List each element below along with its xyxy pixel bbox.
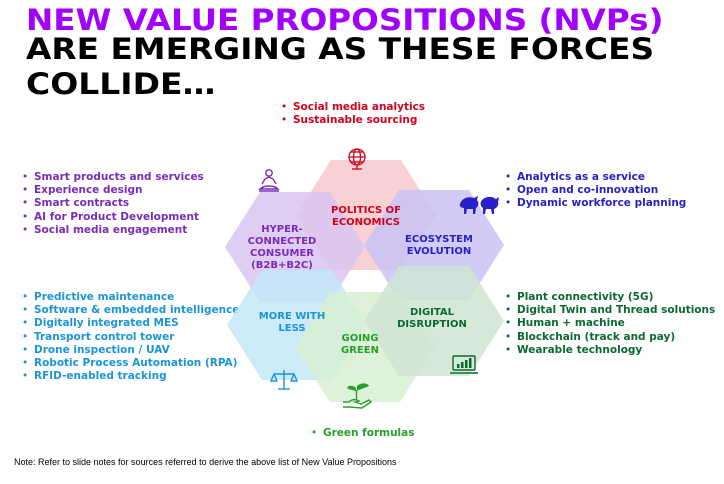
hex-label-ecosystem: ECOSYSTEM EVOLUTION — [396, 234, 482, 258]
meditating-person-icon — [258, 169, 280, 192]
hex-label-line: MORE WITH — [258, 311, 326, 322]
list-item: Experience design — [22, 184, 204, 197]
hex-label-line: GREEN — [341, 345, 379, 356]
hex-label-line: DIGITAL — [409, 307, 455, 318]
list-item: Open and co-innovation — [505, 184, 686, 197]
list-item: Sustainable sourcing — [281, 114, 425, 127]
hex-label-line: CONSUMER — [249, 248, 314, 259]
list-item: Robotic Process Automation (RPA) — [22, 357, 239, 370]
hex-label-line: CONNECTED — [247, 236, 317, 247]
hex-label-line: (B2B+B2C) — [251, 260, 313, 271]
list-item: RFID-enabled tracking — [22, 370, 239, 383]
hex-label-line: GOING — [341, 333, 379, 344]
hex-label-more-with-less: MORE WITH LESS — [252, 311, 332, 335]
hex-label-line: ECOSYSTEM — [405, 234, 473, 245]
going-green-list: Green formulas — [311, 427, 414, 440]
digital-list: Plant connectivity (5G) Digital Twin and… — [505, 291, 715, 357]
list-item: Transport control tower — [22, 331, 239, 344]
list-item: Social media analytics — [281, 101, 425, 114]
footnote: Note: Refer to slide notes for sources r… — [14, 457, 397, 467]
list-item: Digital Twin and Thread solutions — [505, 304, 715, 317]
list-item: Green formulas — [311, 427, 414, 440]
list-item: Social media engagement — [22, 224, 204, 237]
list-item: Smart contracts — [22, 197, 204, 210]
list-item: Predictive maintenance — [22, 291, 239, 304]
scales-icon — [270, 370, 298, 390]
hex-label-line: LESS — [278, 323, 306, 334]
list-item: Dynamic workforce planning — [505, 197, 686, 210]
plant-hand-icon — [343, 383, 373, 409]
hyper-list: Smart products and services Experience d… — [22, 171, 204, 237]
list-item: Software & embedded intelligence — [22, 304, 239, 317]
hex-digital — [364, 266, 504, 376]
globe-icon — [348, 148, 366, 170]
laptop-chart-icon — [450, 355, 478, 374]
hex-label-line: EVOLUTION — [406, 246, 472, 257]
list-item: Analytics as a service — [505, 171, 686, 184]
hex-label-line: ECONOMICS — [332, 217, 400, 228]
hex-label-hyper: HYPER- CONNECTED CONSUMER (B2B+B2C) — [242, 224, 322, 272]
hex-label-digital: DIGITAL DISRUPTION — [389, 307, 475, 331]
ecosystem-list: Analytics as a service Open and co-innov… — [505, 171, 686, 211]
hex-label-politics: POLITICS OF ECONOMICS — [323, 205, 409, 229]
list-item: Digitally integrated MES — [22, 317, 239, 330]
list-item: Plant connectivity (5G) — [505, 291, 715, 304]
hex-label-line: DISRUPTION — [397, 319, 467, 330]
title-line-3: COLLIDE… — [26, 67, 216, 101]
list-item: Blockchain (track and pay) — [505, 331, 715, 344]
list-item: AI for Product Development — [22, 211, 204, 224]
hex-label-line: HYPER- — [261, 224, 303, 235]
list-item: Wearable technology — [505, 344, 715, 357]
bull-bear-icon — [459, 196, 499, 214]
hex-label-going-green: GOING GREEN — [328, 333, 392, 357]
list-item: Smart products and services — [22, 171, 204, 184]
title-line-1: NEW VALUE PROPOSITIONS (NVPs) — [26, 3, 664, 37]
list-item: Human + machine — [505, 317, 715, 330]
more-with-less-list: Predictive maintenance Software & embedd… — [22, 291, 239, 384]
list-item: Drone inspection / UAV — [22, 344, 239, 357]
hex-label-line: POLITICS OF — [330, 205, 401, 216]
title-line-2: ARE EMERGING AS THESE FORCES — [26, 32, 655, 66]
politics-list: Social media analytics Sustainable sourc… — [281, 101, 425, 128]
